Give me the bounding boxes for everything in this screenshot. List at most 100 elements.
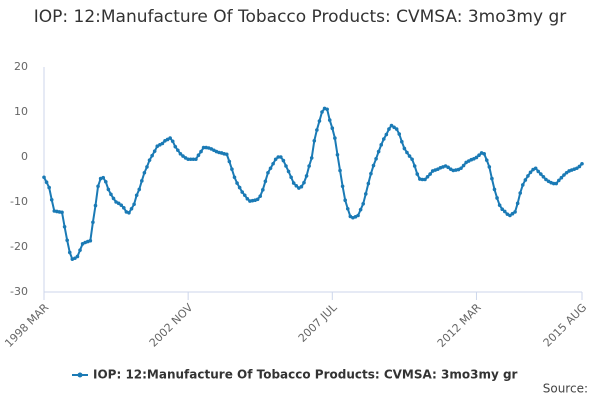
point [492,187,497,192]
point [201,145,206,150]
point [474,155,479,160]
point [387,127,391,131]
point [487,165,492,169]
point [333,136,337,140]
point [309,156,314,160]
point [544,177,548,182]
point [518,191,523,195]
point [580,161,584,166]
y-tick-label: 10 [14,105,28,118]
point [173,144,178,149]
point [312,139,317,143]
point [371,163,376,168]
point [446,165,450,170]
point [273,157,278,162]
point [67,250,72,255]
point [191,157,196,162]
point [490,176,494,181]
point [284,164,288,168]
x-tick-label: 2015 AUG [541,301,590,350]
point [255,197,260,202]
point [140,179,144,183]
y-tick-label: 0 [21,150,28,163]
legend-marker [77,372,83,378]
point [536,169,541,174]
series-line [43,107,583,261]
point [363,192,368,196]
point [551,181,556,186]
point [196,153,201,157]
point [134,193,139,198]
point [299,184,304,189]
point [160,141,165,146]
point [276,155,281,159]
point [495,196,499,200]
point [49,197,54,202]
point [366,181,371,186]
point [176,148,180,153]
point [577,164,582,169]
point [242,193,247,198]
point [379,143,384,147]
point [42,175,46,180]
point [325,107,329,112]
point [315,128,319,132]
point [224,152,229,157]
point [199,149,203,154]
point [75,254,80,259]
point [237,185,242,190]
point [564,170,569,175]
y-tick-label: -30 [10,285,28,298]
point [335,152,340,157]
point [60,210,64,215]
point [232,175,237,180]
point [150,153,154,158]
point [562,173,566,177]
point [65,238,69,243]
point [410,157,414,162]
point [307,164,311,168]
point [103,179,108,184]
point [145,165,149,169]
point [575,166,579,171]
point [528,170,533,175]
point [358,207,363,212]
point [317,119,322,123]
point [127,211,131,215]
point [121,206,126,210]
point [178,152,183,156]
point [147,158,152,162]
point [168,136,172,140]
point [320,110,324,114]
point [261,188,265,192]
point [263,179,268,184]
point [109,192,113,197]
point [397,132,402,136]
y-tick-label: -10 [10,195,28,208]
point [88,238,93,243]
point [340,184,345,189]
point [73,256,77,261]
point [268,166,273,171]
point [186,157,190,162]
point [286,169,291,174]
point [119,203,124,207]
point [554,181,559,186]
point [423,177,427,182]
point [392,125,396,130]
point [369,171,373,176]
point [142,170,147,175]
point [330,126,335,130]
point [304,174,309,178]
point [477,153,481,157]
point [129,206,134,211]
y-tick-label: -20 [10,240,28,253]
point [137,187,142,192]
point [428,172,432,176]
point [541,175,546,179]
point [101,175,106,180]
point [402,146,407,151]
point [44,180,49,184]
